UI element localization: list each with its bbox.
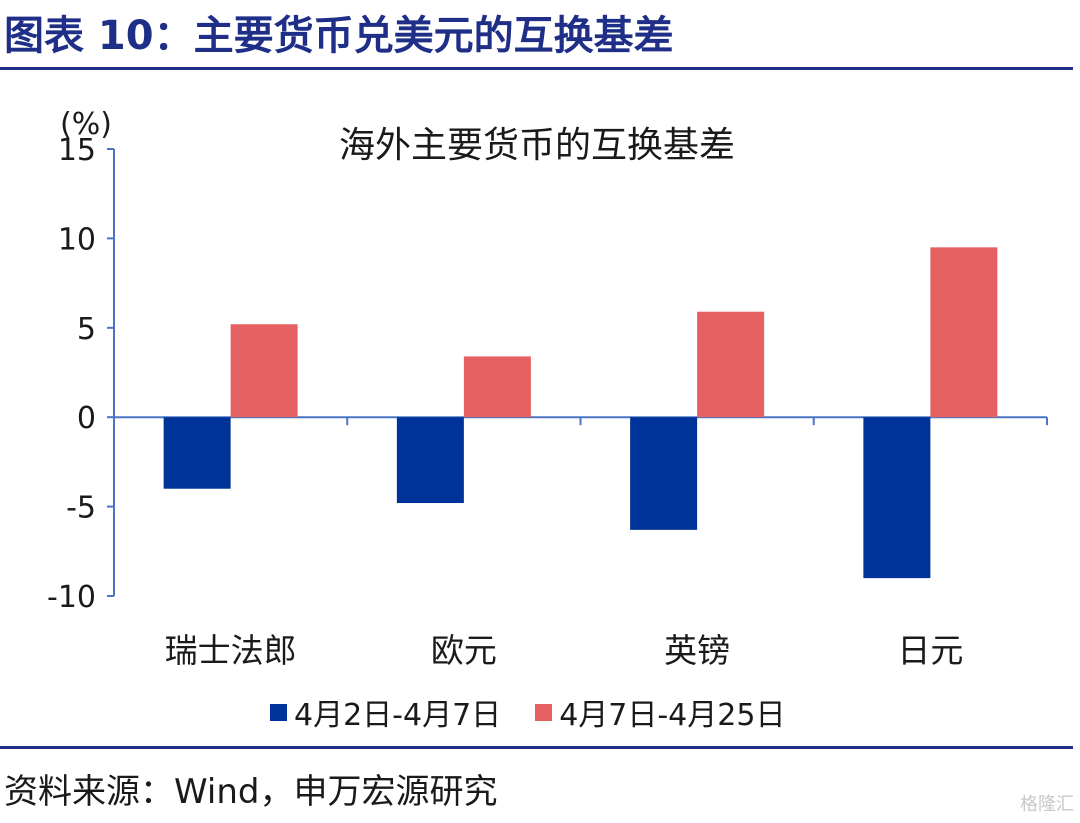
chart-title: 海外主要货币的互换基差: [339, 125, 735, 166]
bar-chart: 海外主要货币的互换基差 (%) 15 10 5 0 -5 -10 瑞士法郎 欧元 英镑 日元: [47, 107, 1048, 670]
title-divider: [0, 67, 1073, 70]
y-tick-label: 10: [58, 222, 96, 257]
x-category-label: 英镑: [664, 631, 730, 670]
bar-2-4: [930, 247, 998, 418]
bar-1-4: [863, 417, 931, 579]
bar-1-2: [396, 417, 464, 504]
y-tick-label: 0: [77, 401, 96, 436]
legend-swatch-series-1: [270, 703, 287, 721]
y-tick-label: -5: [66, 491, 96, 526]
bar-2-3: [697, 311, 765, 418]
legend-swatch-series-2: [535, 703, 553, 721]
y-tick-label: 15: [58, 133, 96, 168]
bar-2-1: [230, 324, 298, 418]
legend-item-series-2: 4月7日-4月25日: [535, 690, 785, 734]
source-note: 资料来源：Wind，申万宏源研究: [4, 772, 498, 812]
y-axis-unit-label: (%): [60, 107, 112, 142]
watermark: 格隆汇: [1020, 794, 1074, 815]
legend-label-series-2: 4月7日-4月25日: [559, 698, 786, 733]
bar-1-1: [163, 417, 231, 489]
legend-item-series-1: 4月2日-4月7日: [270, 690, 501, 734]
bar-1-3: [630, 417, 698, 530]
bar-2-2: [463, 356, 531, 418]
x-category-label: 日元: [897, 631, 963, 670]
legend-label-series-1: 4月2日-4月7日: [294, 698, 502, 733]
figure-title: 图表 10：主要货币兑美元的互换基差: [4, 13, 674, 59]
y-tick-label: 5: [77, 312, 96, 347]
tick-labels: 15 10 5 0 -5 -10 瑞士法郎 欧元 英镑 日元: [47, 133, 963, 670]
y-tick-label: -10: [47, 580, 96, 615]
legend: 4月2日-4月7日 4月7日-4月25日: [270, 690, 819, 734]
bars: [163, 247, 998, 579]
x-category-label: 瑞士法郎: [165, 631, 297, 670]
source-divider: [0, 746, 1073, 749]
x-category-label: 欧元: [431, 631, 497, 670]
